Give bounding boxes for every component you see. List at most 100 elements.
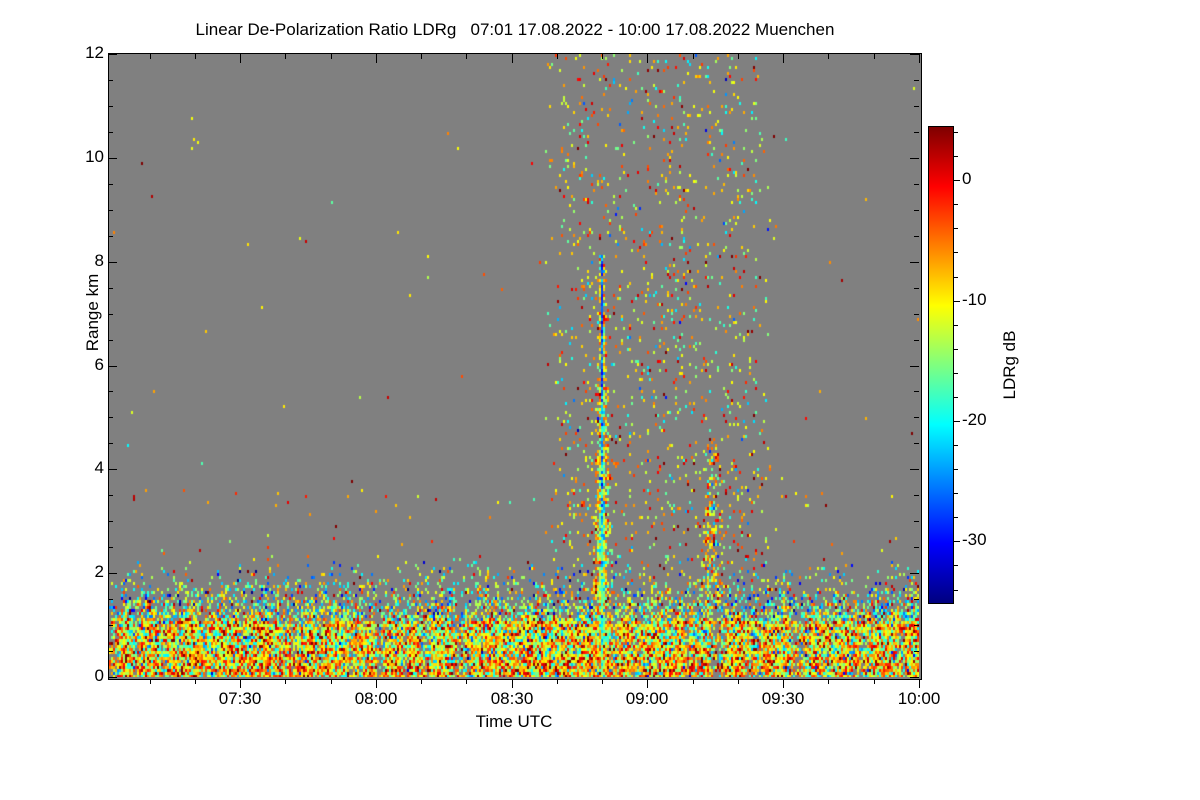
y-axis-minor-tick — [108, 443, 113, 444]
y-axis-major-tick — [108, 366, 117, 367]
x-axis-minor-tick-top — [693, 54, 694, 59]
x-axis-minor-tick-top — [557, 54, 558, 59]
colorbar-major-tick — [954, 421, 960, 422]
y-axis-minor-tick — [108, 80, 113, 81]
colorbar-minor-tick — [954, 469, 958, 470]
x-axis-minor-tick — [195, 679, 196, 684]
y-axis-tick-label: 12 — [85, 43, 104, 62]
x-axis-minor-tick-top — [421, 54, 422, 59]
y-axis-major-tick — [108, 573, 117, 574]
x-axis-major-tick — [512, 679, 513, 688]
x-axis-minor-tick-top — [285, 54, 286, 59]
y-axis-minor-tick-right — [914, 236, 919, 237]
x-axis-minor-tick — [285, 679, 286, 684]
y-axis-major-tick-right — [910, 262, 919, 263]
colorbar-minor-tick — [954, 373, 958, 374]
x-axis-minor-tick — [602, 679, 603, 684]
x-axis-tick-label: 09:00 — [625, 689, 669, 708]
y-axis-minor-tick-right — [914, 210, 919, 211]
x-axis-major-tick — [783, 679, 784, 688]
x-axis-tick-label: 08:00 — [354, 689, 398, 708]
colorbar-minor-tick — [954, 252, 958, 253]
colorbar-tick-label: 0 — [962, 169, 972, 188]
x-axis-major-tick-top — [919, 54, 920, 63]
x-axis-major-tick — [240, 679, 241, 688]
y-axis-major-tick — [108, 677, 117, 678]
x-axis-title: Time UTC — [475, 712, 553, 731]
colorbar-minor-tick — [954, 204, 958, 205]
x-axis-minor-tick-top — [150, 54, 151, 59]
y-axis-major-tick-right — [910, 54, 919, 55]
y-axis-minor-tick-right — [914, 547, 919, 548]
x-axis-minor-tick — [331, 679, 332, 684]
y-axis-minor-tick-right — [914, 651, 919, 652]
y-axis-minor-tick — [108, 288, 113, 289]
colorbar-tick-label: -30 — [962, 530, 987, 549]
x-axis-minor-tick — [150, 679, 151, 684]
y-axis-minor-tick-right — [914, 80, 919, 81]
x-axis-minor-tick-top — [195, 54, 196, 59]
colorbar-minor-tick — [954, 517, 958, 518]
x-axis-tick-label: 10:00 — [897, 689, 941, 708]
x-axis-minor-tick-top — [738, 54, 739, 59]
y-axis-minor-tick-right — [914, 288, 919, 289]
y-axis-minor-tick — [108, 314, 113, 315]
y-axis-minor-tick-right — [914, 314, 919, 315]
y-axis-minor-tick-right — [914, 521, 919, 522]
y-axis-major-tick — [108, 158, 117, 159]
x-axis-minor-tick-top — [602, 54, 603, 59]
heatmap-data-layer — [109, 54, 919, 677]
colorbar-minor-tick — [954, 277, 958, 278]
y-axis-minor-tick — [108, 625, 113, 626]
x-axis-minor-tick-top — [828, 54, 829, 59]
y-axis-title: Range km — [83, 273, 102, 352]
x-axis-minor-tick — [466, 679, 467, 684]
colorbar-major-tick — [954, 301, 960, 302]
x-axis-minor-tick — [421, 679, 422, 684]
y-axis-major-tick-right — [910, 158, 919, 159]
x-axis-minor-tick — [557, 679, 558, 684]
colorbar-tick-label: -10 — [962, 290, 987, 309]
colorbar-gradient — [929, 127, 953, 603]
x-axis-major-tick — [647, 679, 648, 688]
y-axis-minor-tick-right — [914, 340, 919, 341]
x-axis-tick-label: 07:30 — [218, 689, 262, 708]
colorbar-minor-tick — [954, 349, 958, 350]
y-axis-minor-tick — [108, 495, 113, 496]
x-axis-tick-label: 09:30 — [761, 689, 805, 708]
x-axis-minor-tick-top — [874, 54, 875, 59]
heatmap-plot-area[interactable] — [108, 53, 922, 680]
colorbar-minor-tick — [954, 493, 958, 494]
colorbar[interactable] — [928, 126, 954, 604]
y-axis-minor-tick — [108, 521, 113, 522]
y-axis-tick-label: 2 — [94, 562, 104, 581]
y-axis-tick-label: 0 — [94, 666, 104, 685]
colorbar-minor-tick — [954, 397, 958, 398]
y-axis-tick-label: 8 — [94, 251, 104, 270]
y-axis-minor-tick-right — [914, 599, 919, 600]
y-axis-major-tick-right — [910, 366, 919, 367]
y-axis-minor-tick — [108, 391, 113, 392]
y-axis-minor-tick-right — [914, 184, 919, 185]
y-axis-minor-tick-right — [914, 391, 919, 392]
x-axis-major-tick — [376, 679, 377, 688]
y-axis-minor-tick — [108, 210, 113, 211]
x-axis-minor-tick — [738, 679, 739, 684]
y-axis-minor-tick — [108, 599, 113, 600]
colorbar-title: LDRg dB — [1000, 330, 1019, 400]
x-axis-major-tick-top — [512, 54, 513, 63]
y-axis-major-tick — [108, 469, 117, 470]
colorbar-tick-label: -20 — [962, 410, 987, 429]
y-axis-minor-tick-right — [914, 106, 919, 107]
y-axis-minor-tick-right — [914, 417, 919, 418]
x-axis-minor-tick-top — [466, 54, 467, 59]
x-axis-minor-tick — [693, 679, 694, 684]
colorbar-minor-tick — [954, 445, 958, 446]
x-axis-major-tick-top — [783, 54, 784, 63]
y-axis-tick-label: 4 — [94, 458, 104, 477]
y-axis-minor-tick-right — [914, 132, 919, 133]
y-axis-minor-tick — [108, 184, 113, 185]
y-axis-major-tick-right — [910, 677, 919, 678]
colorbar-minor-tick — [954, 565, 958, 566]
